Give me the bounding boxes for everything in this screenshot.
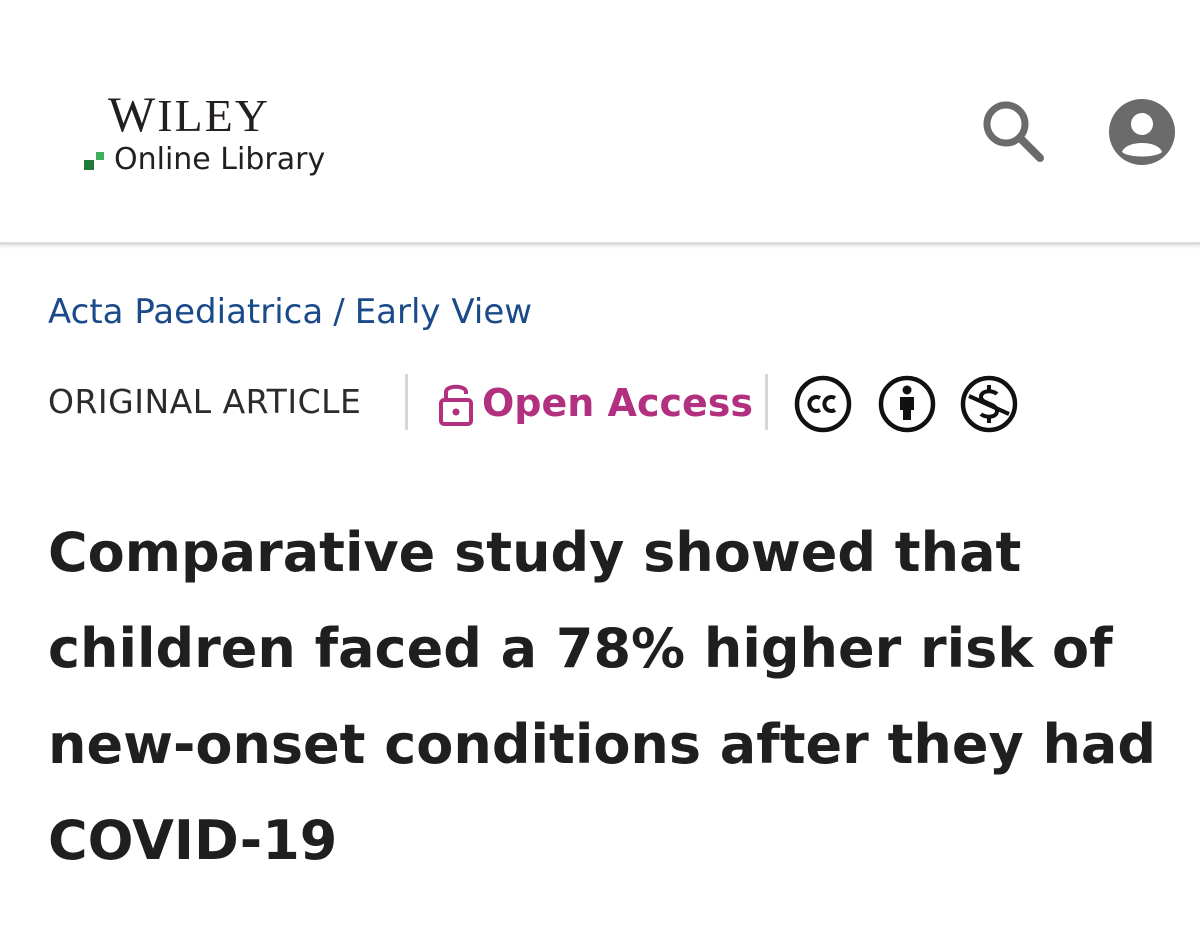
site-header: WILEY Online Library — [0, 0, 1200, 245]
wiley-online-library-logo[interactable]: WILEY Online Library — [84, 86, 354, 186]
cc-icon — [794, 375, 852, 433]
article-type-label: ORIGINAL ARTICLE — [48, 382, 362, 421]
search-button[interactable] — [978, 96, 1048, 166]
logo-product-name: Online Library — [114, 142, 326, 177]
open-lock-icon — [439, 384, 473, 426]
logo-mark-icon — [84, 152, 104, 170]
attribution-icon — [878, 375, 936, 433]
account-button[interactable] — [1108, 98, 1176, 166]
breadcrumb-journal-link[interactable]: Acta Paediatrica — [48, 292, 324, 332]
breadcrumb-separator: / — [333, 292, 345, 332]
article-meta-row: ORIGINAL ARTICLE Open Access — [48, 372, 1148, 434]
meta-divider — [405, 374, 408, 430]
article-title: Comparative study showed that children f… — [48, 521, 1157, 872]
open-access-label: Open Access — [482, 381, 754, 425]
breadcrumb-section-link[interactable]: Early View — [354, 292, 533, 332]
meta-divider — [765, 374, 768, 430]
non-commercial-icon — [960, 375, 1018, 433]
license-icons[interactable] — [793, 374, 1033, 434]
search-icon — [983, 101, 1044, 162]
account-circle-icon — [1109, 99, 1175, 165]
logo-wordmark: WILEY — [108, 86, 270, 142]
breadcrumb: Acta Paediatrica / Early View — [48, 290, 532, 334]
